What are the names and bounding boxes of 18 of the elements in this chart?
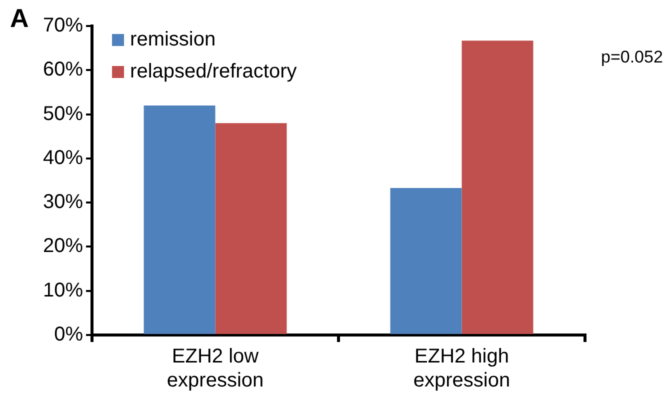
- text: A: [10, 3, 29, 34]
- legend-label: relapsed/refractory: [130, 60, 297, 83]
- y-tick-label: 70%: [43, 14, 84, 37]
- y-tick-label: 30%: [43, 191, 84, 214]
- legend-label: remission: [130, 28, 216, 51]
- y-tick-label: 20%: [43, 235, 84, 258]
- x-tick-label: EZH2 low expression: [166, 346, 264, 392]
- y-tick-label: 40%: [43, 146, 84, 169]
- y-tick-label: 60%: [43, 58, 84, 81]
- text: p=0.052: [601, 48, 663, 67]
- bar: [390, 188, 462, 334]
- y-tick-label: 50%: [43, 102, 84, 125]
- bar: [462, 40, 534, 334]
- bar: [144, 105, 216, 334]
- bar: [215, 123, 287, 334]
- y-tick-label: 10%: [43, 279, 84, 302]
- x-tick-label: EZH2 high expression: [413, 346, 510, 392]
- y-tick-label: 0%: [54, 324, 84, 346]
